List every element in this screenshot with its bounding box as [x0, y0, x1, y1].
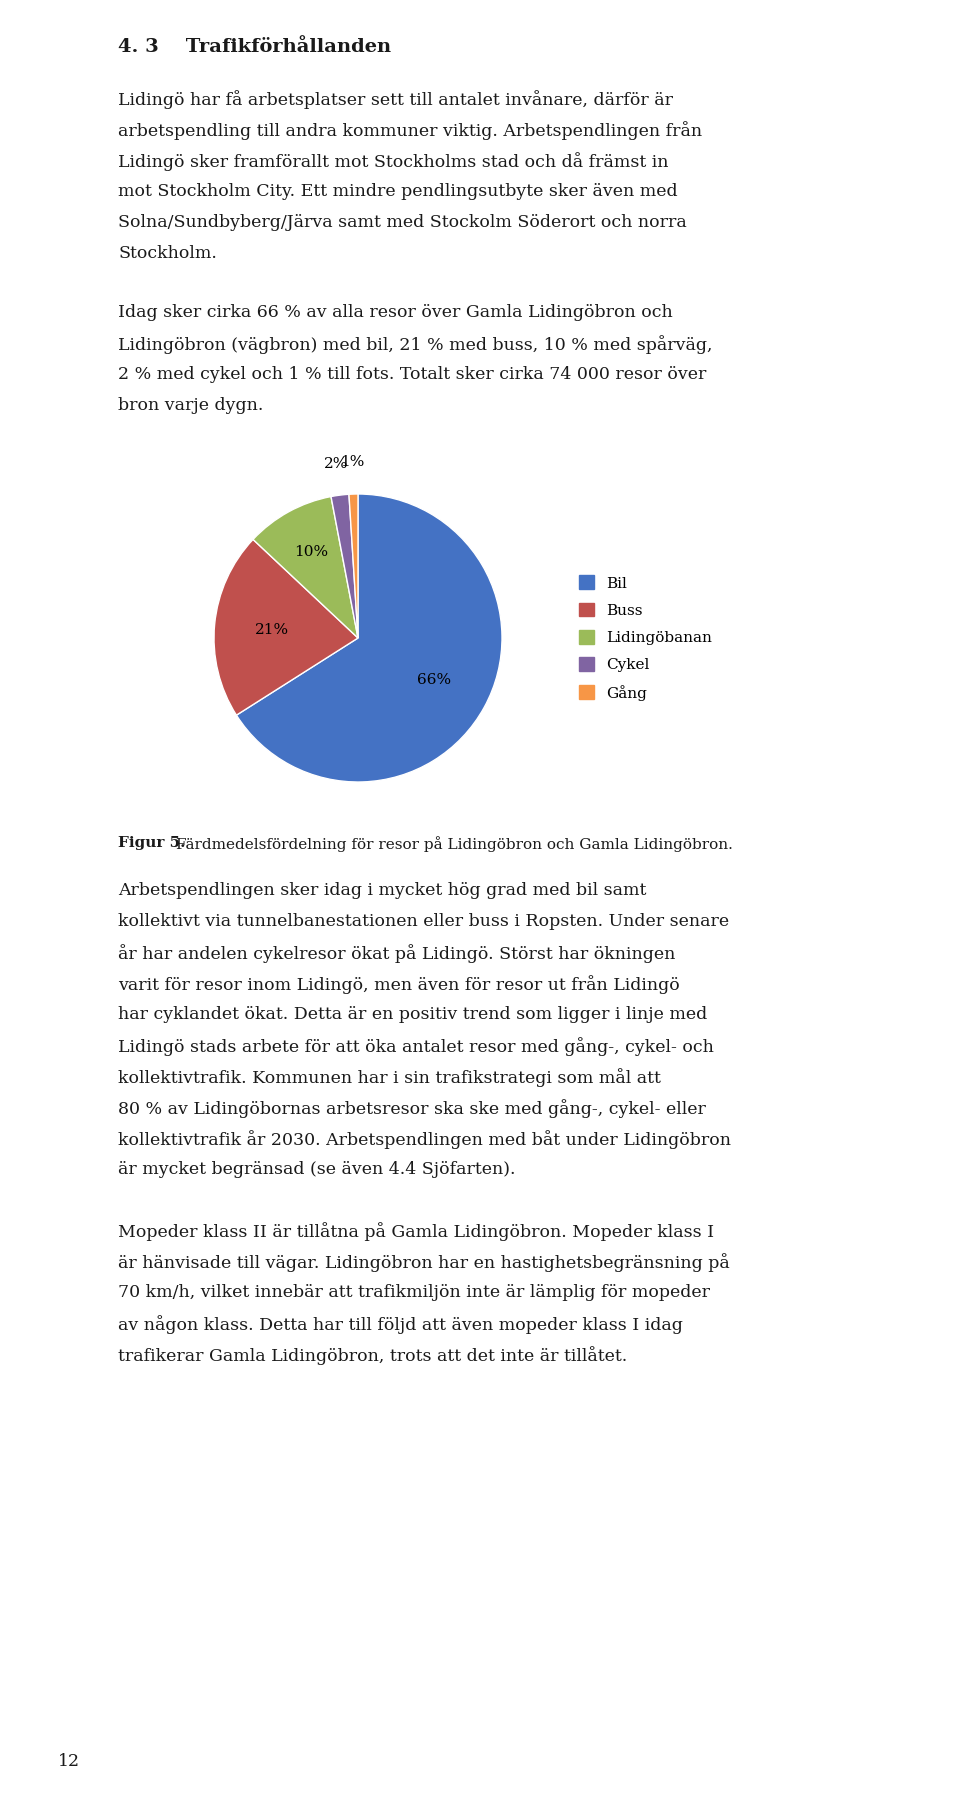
Text: kollektivt via tunnelbanestationen eller buss i Ropsten. Under senare: kollektivt via tunnelbanestationen eller…: [118, 913, 730, 930]
Text: 1%: 1%: [340, 455, 365, 469]
Text: Solna/Sundbyberg/Järva samt med Stockolm Söderort och norra: Solna/Sundbyberg/Järva samt med Stockolm…: [118, 214, 686, 230]
Text: av någon klass. Detta har till följd att även mopeder klass I idag: av någon klass. Detta har till följd att…: [118, 1314, 683, 1334]
Text: 70 km/h, vilket innebär att trafikmiljön inte är lämplig för mopeder: 70 km/h, vilket innebär att trafikmiljön…: [118, 1284, 710, 1302]
Text: arbetspendling till andra kommuner viktig. Arbetspendlingen från: arbetspendling till andra kommuner vikti…: [118, 120, 702, 140]
Text: Lidingö stads arbete för att öka antalet resor med gång-, cykel- och: Lidingö stads arbete för att öka antalet…: [118, 1037, 714, 1055]
Text: 66%: 66%: [417, 672, 451, 687]
Text: Idag sker cirka 66 % av alla resor över Gamla Lidingöbron och: Idag sker cirka 66 % av alla resor över …: [118, 304, 673, 322]
Text: är hänvisade till vägar. Lidingöbron har en hastighetsbegränsning på: är hänvisade till vägar. Lidingöbron har…: [118, 1253, 730, 1271]
Wedge shape: [331, 494, 358, 638]
Text: Figur 5.: Figur 5.: [118, 836, 185, 850]
Text: varit för resor inom Lidingö, men även för resor ut från Lidingö: varit för resor inom Lidingö, men även f…: [118, 975, 680, 994]
Text: 21%: 21%: [255, 622, 289, 636]
Text: 2 % med cykel och 1 % till fots. Totalt sker cirka 74 000 resor över: 2 % med cykel och 1 % till fots. Totalt …: [118, 367, 707, 383]
Text: Lidingö har få arbetsplatser sett till antalet invånare, därför är: Lidingö har få arbetsplatser sett till a…: [118, 90, 673, 110]
Text: Mopeder klass II är tillåtna på Gamla Lidingöbron. Mopeder klass I: Mopeder klass II är tillåtna på Gamla Li…: [118, 1223, 714, 1241]
Text: 80 % av Lidingöbornas arbetsresor ska ske med gång-, cykel- eller: 80 % av Lidingöbornas arbetsresor ska sk…: [118, 1099, 706, 1118]
Wedge shape: [214, 539, 358, 716]
Text: kollektivtrafik. Kommunen har i sin trafikstrategi som mål att: kollektivtrafik. Kommunen har i sin traf…: [118, 1068, 660, 1088]
Legend: Bil, Buss, Lidingöbanan, Cykel, Gång: Bil, Buss, Lidingöbanan, Cykel, Gång: [574, 572, 717, 705]
Text: bron varje dygn.: bron varje dygn.: [118, 397, 263, 414]
Text: mot Stockholm City. Ett mindre pendlingsutbyte sker även med: mot Stockholm City. Ett mindre pendlings…: [118, 183, 678, 200]
Text: är mycket begränsad (se även 4.4 Sjöfarten).: är mycket begränsad (se även 4.4 Sjöfart…: [118, 1162, 516, 1178]
Text: 12: 12: [58, 1753, 80, 1769]
Text: Lidingöbron (vägbron) med bil, 21 % med buss, 10 % med spårväg,: Lidingöbron (vägbron) med bil, 21 % med …: [118, 334, 712, 354]
Text: 2%: 2%: [324, 457, 348, 471]
Text: trafikerar Gamla Lidingöbron, trots att det inte är tillåtet.: trafikerar Gamla Lidingöbron, trots att …: [118, 1347, 627, 1365]
Text: Arbetspendlingen sker idag i mycket hög grad med bil samt: Arbetspendlingen sker idag i mycket hög …: [118, 883, 646, 899]
Text: Stockholm.: Stockholm.: [118, 245, 217, 263]
Text: Lidingö sker framförallt mot Stockholms stad och då främst in: Lidingö sker framförallt mot Stockholms …: [118, 153, 668, 171]
Wedge shape: [253, 496, 358, 638]
Text: 4. 3    Trafikförhållanden: 4. 3 Trafikförhållanden: [118, 38, 391, 56]
Text: år har andelen cykelresor ökat på Lidingö. Störst har ökningen: år har andelen cykelresor ökat på Liding…: [118, 944, 676, 964]
Wedge shape: [348, 494, 358, 638]
Text: har cyklandet ökat. Detta är en positiv trend som ligger i linje med: har cyklandet ökat. Detta är en positiv …: [118, 1007, 708, 1023]
Text: Färdmedelsfördelning för resor på Lidingöbron och Gamla Lidingöbron.: Färdmedelsfördelning för resor på Liding…: [176, 836, 732, 852]
Text: 10%: 10%: [294, 545, 328, 559]
Text: kollektivtrafik år 2030. Arbetspendlingen med båt under Lidingöbron: kollektivtrafik år 2030. Arbetspendlinge…: [118, 1129, 731, 1149]
Wedge shape: [236, 494, 502, 782]
